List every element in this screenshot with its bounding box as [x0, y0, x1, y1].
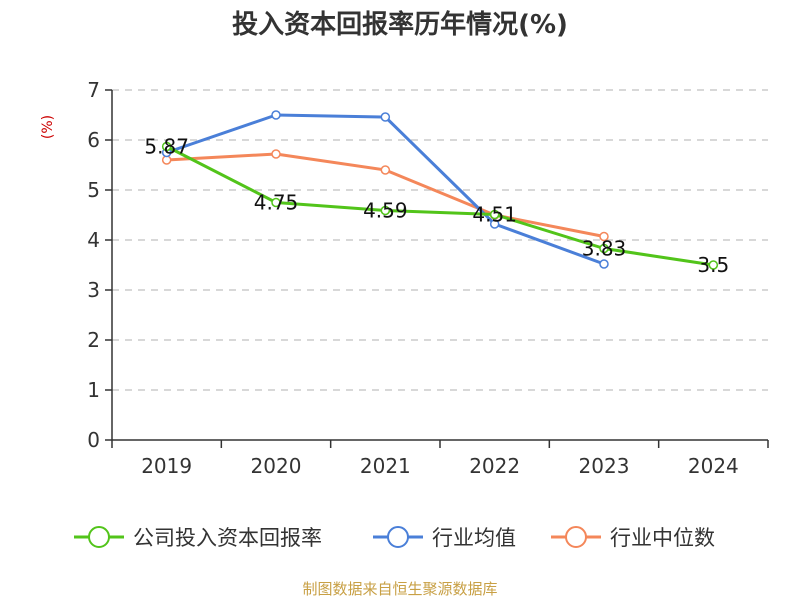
- data-label: 4.75: [254, 191, 299, 215]
- legend-label: 公司投入资本回报率: [133, 526, 322, 550]
- source-note: 制图数据来自恒生聚源数据库: [302, 580, 497, 598]
- data-label: 4.59: [363, 199, 408, 223]
- data-label: 3.5: [697, 253, 729, 277]
- data-labels: 5.87 4.75 4.59 4.51 3.83 3.5: [144, 135, 729, 278]
- y-tick-label: 3: [87, 278, 100, 302]
- x-tick-label: 2021: [360, 454, 411, 478]
- data-point: [161, 141, 172, 152]
- data-point: [271, 197, 281, 208]
- data-point: [489, 219, 500, 229]
- y-tick-label: 2: [87, 328, 100, 352]
- data-label: 3.83: [582, 237, 627, 261]
- series-line-0: [165, 145, 714, 267]
- data-point: [599, 243, 609, 254]
- legend: 公司投入资本回报率 行业均值 行业中位数: [74, 526, 715, 550]
- data-point: [380, 165, 391, 175]
- chart-title: 投入资本回报率历年情况(%): [232, 9, 568, 40]
- y-tick-label: 5: [87, 178, 100, 202]
- axes: 0 1 2 3 4 5 6 7 2019 2020 2021 2022 2023 2024: [87, 78, 769, 478]
- y-tick-label: 1: [87, 378, 100, 402]
- data-point: [599, 231, 609, 242]
- y-axis-unit-label: (%): [40, 115, 56, 139]
- data-label: 5.87: [144, 135, 189, 159]
- legend-marker: [387, 526, 409, 548]
- x-tick-label: 2020: [251, 454, 302, 478]
- gridlines: [112, 89, 768, 391]
- x-tick-label: 2023: [579, 454, 630, 478]
- data-point: [380, 205, 391, 216]
- y-tick-label: 7: [87, 78, 100, 102]
- x-tick-label: 2019: [141, 454, 192, 478]
- data-point: [271, 110, 281, 120]
- data-point: [708, 260, 719, 270]
- data-label: 4.51: [472, 203, 517, 227]
- x-tick-label: 2022: [469, 454, 520, 478]
- legend-marker: [565, 526, 587, 548]
- data-point: [489, 209, 500, 220]
- y-tick-label: 6: [87, 128, 100, 152]
- legend-marker: [88, 526, 110, 548]
- x-tick-label: 2024: [688, 454, 739, 478]
- legend-label: 行业中位数: [610, 526, 715, 550]
- y-tick-label: 0: [87, 428, 100, 452]
- data-point: [599, 259, 609, 269]
- legend-label: 行业均值: [432, 526, 516, 550]
- data-point: [380, 112, 391, 122]
- series-lines: [161, 110, 719, 270]
- y-tick-label: 4: [87, 228, 100, 252]
- data-point: [271, 149, 281, 159]
